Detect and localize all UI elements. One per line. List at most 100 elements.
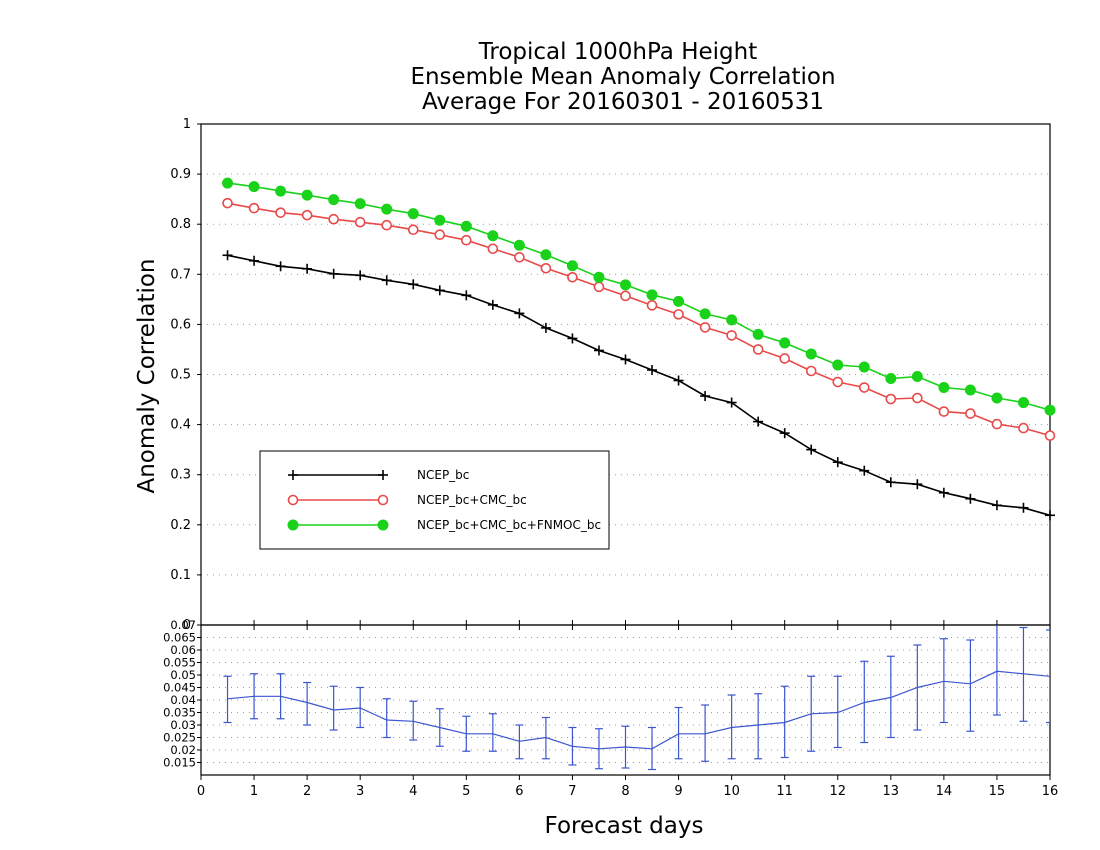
- legend-marker: [287, 519, 299, 531]
- top-y-tick-label: 1: [183, 117, 191, 132]
- legend-label: NCEP_bc: [417, 468, 469, 482]
- title-line-1: Tropical 1000hPa Height: [478, 39, 758, 65]
- x-tick-label: 6: [515, 784, 523, 799]
- series-2: [222, 177, 1056, 416]
- error-bar: [329, 685, 338, 731]
- series-point: [620, 279, 631, 291]
- series-point: [699, 308, 711, 320]
- series-point: [912, 479, 923, 490]
- bottom-y-tick-label: 0.03: [170, 718, 196, 732]
- title-line-3: Average For 20160301 - 20160531: [422, 89, 824, 115]
- top-y-tick-label: 0.6: [170, 317, 191, 332]
- series-point: [752, 328, 764, 340]
- x-axis-title: Forecast days: [545, 813, 704, 839]
- series-point: [461, 234, 472, 246]
- series-point: [381, 275, 392, 286]
- series-point: [381, 219, 393, 231]
- series-1: [222, 197, 1056, 441]
- legend-marker: [378, 470, 388, 480]
- chart-title: Tropical 1000hPa Height Ensemble Mean An…: [410, 39, 835, 115]
- error-bar: [807, 675, 816, 752]
- top-y-tick-label: 0.7: [170, 267, 191, 282]
- series-point: [991, 500, 1002, 511]
- bottom-y-tick-label: 0.065: [163, 631, 196, 645]
- series-point: [1017, 397, 1029, 409]
- legend-label: NCEP_bc+CMC_bc+FNMOC_bc: [417, 518, 601, 532]
- series-point: [885, 393, 897, 405]
- error-bar: [780, 685, 789, 759]
- series-point: [461, 290, 472, 301]
- series-point: [938, 487, 949, 498]
- x-tick-label: 1: [250, 784, 258, 799]
- series-point: [885, 373, 897, 385]
- legend-label: NCEP_bc+CMC_bc: [417, 493, 527, 507]
- error-bar: [674, 706, 683, 760]
- bottom-series: [223, 625, 1050, 771]
- bottom-y-tick-label: 0.05: [170, 668, 196, 682]
- series-point: [673, 375, 684, 386]
- series-point: [991, 418, 1003, 430]
- series-point: [858, 361, 870, 373]
- series-line: [227, 182, 1051, 411]
- error-bar: [966, 639, 975, 732]
- series-point: [965, 408, 976, 419]
- error-bar: [939, 638, 948, 724]
- series-point: [806, 444, 817, 455]
- bottom-y-tick-label: 0.035: [163, 706, 196, 720]
- series-point: [248, 202, 260, 214]
- bottom-y-tick-label: 0.055: [163, 656, 196, 670]
- series-point: [540, 262, 552, 274]
- series-point: [911, 371, 923, 383]
- bottom-y-axis: 0.0150.020.0250.030.0350.040.0450.050.05…: [163, 618, 201, 770]
- series-point: [859, 465, 870, 476]
- error-bar: [886, 655, 895, 739]
- series-point: [328, 213, 339, 225]
- series-point: [938, 382, 950, 394]
- error-bar: [382, 698, 391, 739]
- bottom-series-line: [227, 670, 1050, 750]
- series-point: [832, 376, 844, 388]
- series-point: [1018, 422, 1029, 434]
- x-tick-label: 11: [776, 784, 793, 799]
- series-point: [805, 365, 817, 377]
- x-tick-label: 2: [303, 784, 311, 799]
- top-y-tick-label: 0: [183, 618, 191, 633]
- series-point: [354, 198, 366, 210]
- series-point: [222, 197, 233, 209]
- series-point: [912, 392, 923, 404]
- series-point: [248, 181, 260, 193]
- series-point: [964, 384, 976, 396]
- bottom-y-tick-label: 0.015: [163, 756, 196, 770]
- top-y-tick-label: 0.3: [170, 468, 191, 483]
- top-y-tick-label: 0.4: [170, 418, 191, 433]
- series-point: [726, 397, 737, 408]
- error-bar: [515, 724, 524, 760]
- series-point: [726, 314, 738, 326]
- error-bar: [594, 728, 603, 770]
- x-tick-label: 0: [197, 784, 205, 799]
- series-point: [699, 322, 711, 333]
- bottom-y-tick-label: 0.025: [163, 731, 196, 745]
- series-point: [620, 290, 631, 302]
- series-point: [460, 220, 472, 232]
- bottom-y-tick-label: 0.04: [170, 693, 196, 707]
- series-point: [222, 177, 234, 189]
- top-y-tick-label: 0.9: [170, 167, 191, 182]
- x-tick-label: 5: [462, 784, 470, 799]
- error-bar: [250, 673, 259, 720]
- series-point: [567, 333, 578, 344]
- x-tick-label: 13: [883, 784, 900, 799]
- series-point: [566, 260, 578, 272]
- series-point: [858, 382, 870, 393]
- x-tick-label: 9: [674, 784, 682, 799]
- series-point: [328, 268, 339, 279]
- bottom-y-tick-label: 0.07: [170, 618, 196, 632]
- series-point: [700, 391, 711, 402]
- series-point: [567, 272, 578, 283]
- x-tick-label: 15: [989, 784, 1006, 799]
- x-tick-label: 12: [829, 784, 846, 799]
- legend-marker: [288, 470, 298, 480]
- series-point: [407, 224, 419, 236]
- error-bar: [303, 681, 312, 726]
- series-point: [832, 457, 843, 468]
